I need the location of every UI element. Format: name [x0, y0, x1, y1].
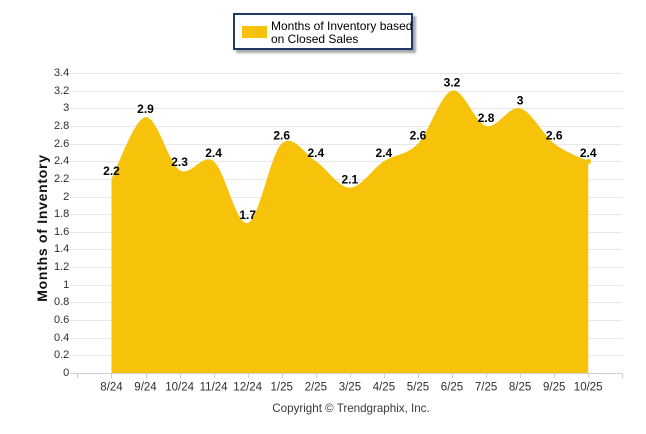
- svg-text:4/25: 4/25: [373, 382, 395, 394]
- svg-text:10/24: 10/24: [165, 382, 194, 394]
- svg-text:8/25: 8/25: [509, 382, 531, 394]
- svg-text:1: 1: [63, 279, 69, 291]
- svg-text:1.7: 1.7: [239, 208, 256, 222]
- svg-text:8/24: 8/24: [100, 382, 123, 394]
- svg-text:1/25: 1/25: [271, 382, 293, 394]
- svg-text:10/25: 10/25: [574, 382, 603, 394]
- svg-text:11/24: 11/24: [200, 382, 229, 394]
- svg-text:3/25: 3/25: [339, 382, 361, 394]
- svg-text:0.2: 0.2: [54, 349, 69, 361]
- svg-text:3.2: 3.2: [444, 76, 461, 90]
- svg-text:2.4: 2.4: [205, 146, 222, 160]
- svg-text:2.6: 2.6: [546, 129, 563, 143]
- svg-text:2.4: 2.4: [54, 155, 69, 167]
- svg-text:2.2: 2.2: [54, 173, 69, 185]
- svg-text:2.6: 2.6: [410, 129, 427, 143]
- svg-text:2/25: 2/25: [305, 382, 327, 394]
- svg-text:9/24: 9/24: [134, 382, 157, 394]
- svg-text:0: 0: [63, 367, 69, 379]
- svg-text:2.2: 2.2: [103, 164, 120, 178]
- svg-text:3: 3: [517, 93, 524, 107]
- svg-text:2.4: 2.4: [307, 146, 324, 160]
- svg-text:0.8: 0.8: [54, 296, 69, 308]
- svg-text:2.3: 2.3: [171, 155, 188, 169]
- svg-text:1.4: 1.4: [54, 243, 69, 255]
- svg-text:2.8: 2.8: [478, 111, 495, 125]
- svg-text:1.8: 1.8: [54, 208, 69, 220]
- svg-text:12/24: 12/24: [233, 382, 262, 394]
- svg-text:3: 3: [63, 102, 69, 114]
- svg-text:3.4: 3.4: [54, 67, 69, 79]
- svg-text:2.1: 2.1: [342, 173, 359, 187]
- svg-text:2.4: 2.4: [376, 146, 393, 160]
- svg-text:9/25: 9/25: [543, 382, 565, 394]
- svg-text:2.6: 2.6: [273, 129, 290, 143]
- svg-text:2.9: 2.9: [137, 102, 154, 116]
- svg-text:7/25: 7/25: [475, 382, 497, 394]
- svg-text:3.2: 3.2: [54, 85, 69, 97]
- svg-text:1.6: 1.6: [54, 226, 69, 238]
- svg-text:0.4: 0.4: [54, 332, 69, 344]
- svg-text:2: 2: [63, 191, 69, 203]
- svg-text:0.6: 0.6: [54, 314, 69, 326]
- svg-text:2.4: 2.4: [580, 146, 597, 160]
- svg-text:5/25: 5/25: [407, 382, 429, 394]
- svg-text:2.6: 2.6: [54, 138, 69, 150]
- svg-text:6/25: 6/25: [441, 382, 463, 394]
- svg-text:2.8: 2.8: [54, 120, 69, 132]
- svg-text:1.2: 1.2: [54, 261, 69, 273]
